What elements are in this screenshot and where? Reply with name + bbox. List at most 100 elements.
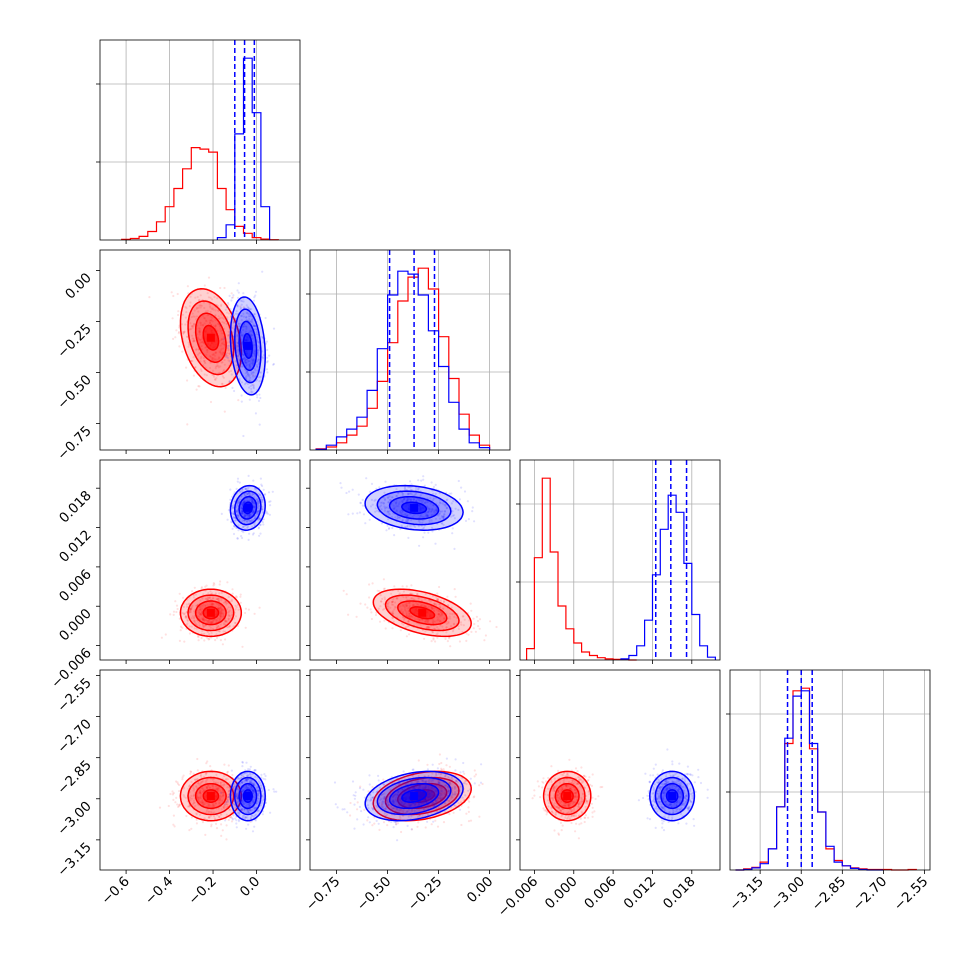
- red-sample-point: [407, 615, 410, 618]
- blue-sample-point: [257, 789, 260, 792]
- blue-sample-point: [362, 823, 365, 826]
- red-sample-point: [216, 597, 219, 601]
- red-sample-point: [190, 827, 193, 830]
- red-sample-point: [185, 611, 188, 614]
- blue-sample-point: [251, 359, 254, 362]
- red-sample-point: [195, 784, 198, 788]
- blue-sample-point: [262, 523, 265, 526]
- blue-sample-point: [406, 497, 409, 500]
- blue-sample-point: [247, 519, 250, 522]
- blue-sample-point: [237, 777, 240, 780]
- blue-sample-point: [370, 799, 373, 802]
- blue-sample-point: [426, 513, 429, 516]
- red-sample-point: [178, 805, 181, 808]
- blue-sample-point: [248, 379, 251, 383]
- blue-sample-point: [245, 370, 248, 373]
- red-sample-point: [413, 786, 416, 789]
- red-sample-point: [431, 805, 434, 808]
- red-sample-point: [218, 801, 221, 804]
- blue-sample-point: [395, 800, 398, 803]
- red-sample-point: [194, 778, 197, 781]
- blue-sample-point: [424, 515, 427, 518]
- red-sample-point: [203, 817, 206, 820]
- red-sample-point: [198, 813, 201, 817]
- red-sample-point: [409, 614, 412, 618]
- blue-sample-point: [252, 800, 255, 804]
- blue-sample-point: [243, 356, 246, 360]
- blue-sample-point: [241, 513, 244, 516]
- red-sample-point: [237, 399, 240, 402]
- blue-sample-point: [439, 502, 442, 505]
- blue-sample-point: [442, 515, 445, 518]
- blue-sample-point: [233, 525, 236, 528]
- red-sample-point: [225, 601, 228, 605]
- blue-sample-point: [387, 803, 390, 806]
- blue-sample-point: [406, 515, 409, 518]
- red-sample-point: [427, 785, 430, 789]
- red-sample-point: [200, 304, 203, 307]
- blue-sample-point: [416, 813, 419, 816]
- blue-sample-point: [251, 361, 254, 364]
- red-sample-point: [371, 582, 374, 585]
- red-sample-point: [446, 604, 449, 607]
- red-sample-point: [220, 599, 223, 602]
- red-sample-point: [438, 796, 441, 799]
- red-sample-point: [204, 773, 207, 776]
- red-sample-point: [199, 304, 202, 307]
- blue-sample-point: [239, 361, 242, 364]
- red-sample-point: [383, 607, 386, 611]
- red-sample-point: [196, 353, 200, 356]
- red-sample-point: [437, 609, 440, 612]
- red-sample-point: [203, 361, 206, 364]
- blue-sample-point: [252, 334, 255, 337]
- blue-sample-point: [373, 499, 376, 502]
- blue-sample-point: [250, 780, 253, 784]
- red-sample-point: [405, 605, 408, 608]
- blue-sample-point: [266, 356, 269, 359]
- red-sample-point: [227, 617, 230, 620]
- blue-sample-point: [443, 801, 446, 805]
- red-sample-point: [228, 614, 231, 618]
- blue-sample-point: [249, 376, 252, 379]
- red-sample-point: [443, 792, 446, 795]
- blue-sample-point: [438, 782, 441, 785]
- red-sample-point: [222, 613, 225, 616]
- red-sample-point: [199, 795, 202, 799]
- red-sample-point: [419, 604, 422, 607]
- red-sample-point: [394, 606, 397, 609]
- red-sample-point: [199, 321, 202, 324]
- red-sample-point: [218, 630, 221, 633]
- red-sample-point: [198, 606, 201, 609]
- blue-sample-point: [451, 532, 454, 535]
- red-sample-point: [194, 785, 197, 788]
- red-sample-point: [192, 324, 195, 328]
- red-sample-point: [181, 596, 185, 599]
- blue-sample-point: [396, 517, 399, 520]
- blue-sample-point: [409, 488, 412, 491]
- blue-sample-point: [257, 345, 261, 348]
- blue-sample-point: [442, 515, 445, 518]
- blue-sample-point: [433, 509, 436, 512]
- red-sample-point: [219, 623, 222, 626]
- red-sample-point: [176, 607, 179, 611]
- red-sample-point: [193, 309, 196, 312]
- blue-sample-point: [421, 527, 424, 530]
- blue-sample-point: [259, 518, 262, 521]
- red-sample-point: [172, 823, 175, 826]
- red-sample-point: [191, 334, 194, 337]
- red-sample-point: [199, 774, 203, 777]
- red-sample-point: [178, 617, 181, 620]
- red-sample-point: [227, 611, 230, 614]
- red-sample-point: [470, 630, 473, 634]
- blue-sample-point: [457, 479, 460, 483]
- red-sample-point: [247, 608, 250, 611]
- red-sample-point: [182, 605, 185, 609]
- blue-sample-point: [237, 282, 240, 285]
- blue-contour: [234, 490, 262, 526]
- blue-sample-point: [240, 512, 243, 515]
- red-sample-point: [221, 608, 224, 611]
- red-sample-point: [203, 306, 206, 310]
- red-sample-point: [200, 344, 203, 348]
- red-sample-point: [393, 608, 396, 611]
